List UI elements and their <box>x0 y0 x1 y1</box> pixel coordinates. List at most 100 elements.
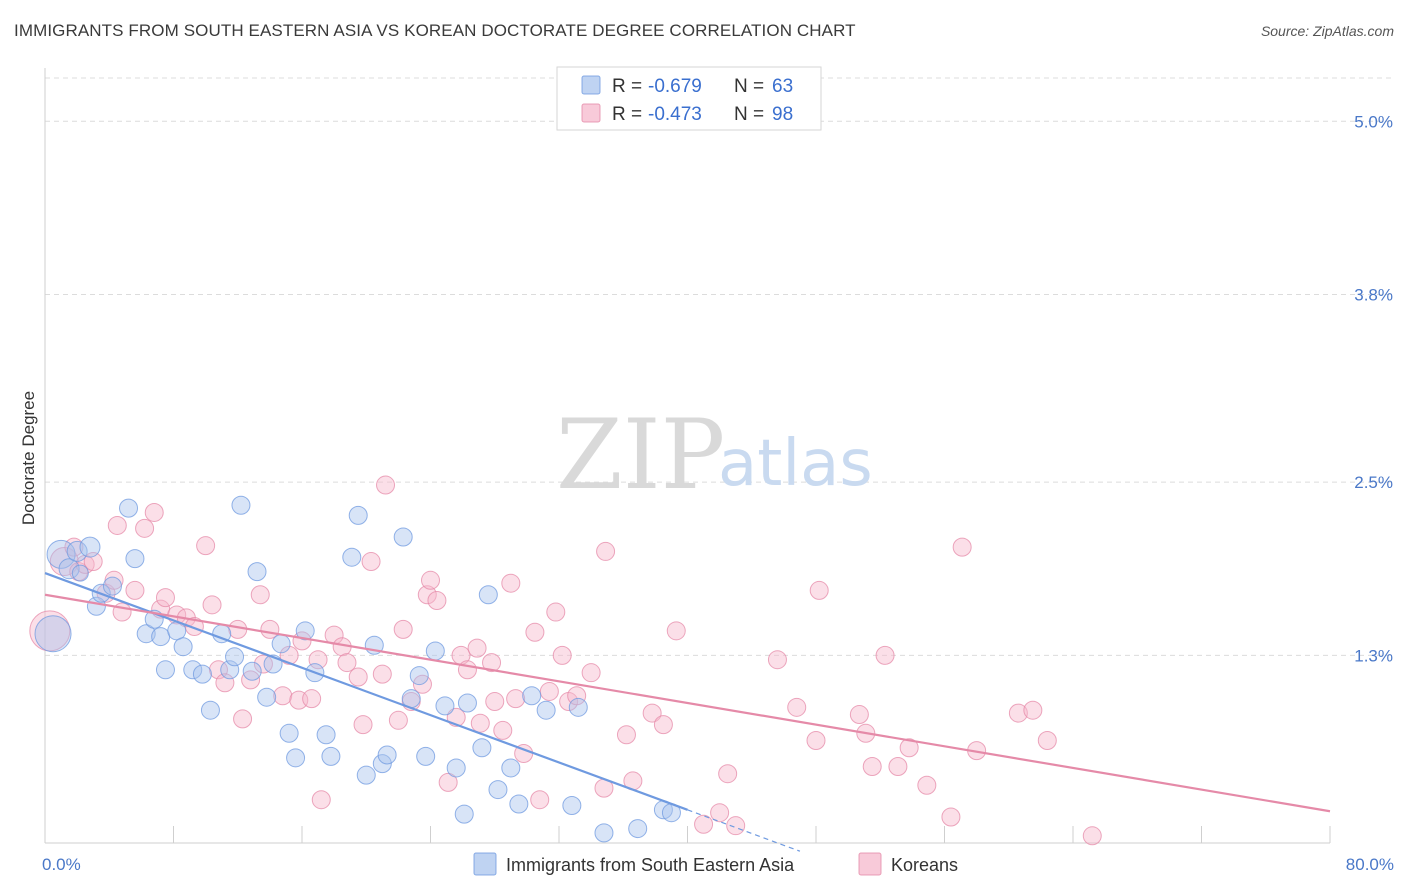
data-point <box>596 541 616 561</box>
data-points <box>29 475 1102 846</box>
data-point <box>125 549 145 569</box>
data-point <box>1082 826 1102 846</box>
data-point <box>435 696 455 716</box>
data-point <box>372 664 392 684</box>
data-point <box>348 505 368 525</box>
data-point <box>271 634 291 654</box>
data-point <box>767 650 787 670</box>
series-legend: Immigrants from South Eastern Asia Korea… <box>473 852 958 876</box>
data-point <box>393 527 413 547</box>
y-tick-label: 3.8% <box>1354 286 1393 305</box>
data-point <box>119 498 139 518</box>
data-point <box>522 686 542 706</box>
data-point <box>107 515 127 535</box>
x-tick-labels: 0.0% 80.0% <box>42 855 1394 874</box>
y-tick-label: 2.5% <box>1354 473 1393 492</box>
data-point <box>417 585 437 605</box>
data-point <box>726 816 746 836</box>
data-point <box>376 475 396 495</box>
data-point <box>260 619 280 639</box>
data-point <box>653 715 673 735</box>
grid-lines <box>45 77 1392 656</box>
data-point <box>485 692 505 712</box>
data-point <box>316 725 336 745</box>
data-point <box>200 700 220 720</box>
data-point <box>642 703 662 723</box>
data-point <box>342 547 362 567</box>
data-point <box>509 794 529 814</box>
legend-box <box>556 66 822 131</box>
data-point <box>470 713 490 733</box>
data-point <box>488 780 508 800</box>
data-point <box>225 647 245 667</box>
data-point <box>71 564 89 582</box>
chart-title: IMMIGRANTS FROM SOUTH EASTERN ASIA VS KO… <box>14 21 856 40</box>
legend: R = -0.679 N = 63 R = -0.473 N = 98 <box>556 66 822 131</box>
data-point <box>849 705 869 725</box>
data-point <box>899 738 919 758</box>
data-point <box>242 661 262 681</box>
data-point <box>530 790 550 810</box>
data-point <box>257 687 277 707</box>
legend-r-label: R = <box>612 76 642 97</box>
watermark: ZIP atlas <box>556 399 873 511</box>
data-point <box>862 757 882 776</box>
data-point <box>416 746 436 766</box>
data-point <box>253 654 273 674</box>
y-tick-label: 5.0% <box>1354 112 1393 131</box>
data-point <box>348 667 368 687</box>
data-point <box>202 595 222 615</box>
data-point <box>787 697 807 717</box>
y-axis-title: Doctorate Degree <box>19 391 38 525</box>
data-point <box>155 588 175 608</box>
legend-r-label: R = <box>612 104 642 125</box>
data-point <box>279 723 299 743</box>
data-point <box>536 700 556 720</box>
data-point <box>438 772 458 792</box>
x-tick-label-min: 0.0% <box>42 855 81 874</box>
data-point <box>151 627 171 647</box>
data-point <box>409 666 429 686</box>
data-point <box>457 693 477 713</box>
data-point <box>539 681 559 701</box>
data-point <box>136 624 156 644</box>
data-point <box>215 673 235 693</box>
y-tick-labels: 1.3% 2.5% 3.8% 5.0% <box>1354 112 1393 665</box>
series-legend-label-immigrants: Immigrants from South Eastern Asia <box>506 855 795 875</box>
series-legend-label-koreans: Koreans <box>891 855 958 875</box>
data-point <box>594 823 614 843</box>
legend-swatch-immigrants <box>581 75 601 95</box>
series-legend-swatch-immigrants <box>473 852 497 876</box>
data-point <box>446 758 466 778</box>
data-point <box>220 660 240 680</box>
data-point <box>809 580 829 600</box>
data-point <box>125 580 145 600</box>
legend-n-label: N = <box>734 104 764 125</box>
trend-line-koreans <box>44 593 1331 813</box>
data-point <box>233 709 253 729</box>
data-point <box>135 518 155 538</box>
watermark-zip: ZIP <box>556 399 725 511</box>
data-point <box>231 495 251 515</box>
data-point <box>806 731 826 751</box>
legend-r-value: -0.679 <box>648 76 702 97</box>
data-point <box>581 663 601 683</box>
data-point <box>501 758 521 778</box>
series-legend-swatch-koreans <box>858 852 882 876</box>
data-point <box>482 653 502 673</box>
data-point <box>247 562 267 582</box>
trend-line-extension <box>687 809 801 852</box>
data-point <box>192 664 212 684</box>
data-point <box>941 807 961 827</box>
data-point <box>568 697 588 717</box>
data-point <box>250 585 270 605</box>
data-point <box>311 790 331 810</box>
legend-r-value: -0.473 <box>648 104 702 125</box>
data-point <box>361 552 381 572</box>
data-point <box>273 686 293 706</box>
data-point <box>666 621 686 641</box>
data-point <box>616 725 636 745</box>
data-point <box>562 795 582 815</box>
data-point <box>454 804 474 824</box>
